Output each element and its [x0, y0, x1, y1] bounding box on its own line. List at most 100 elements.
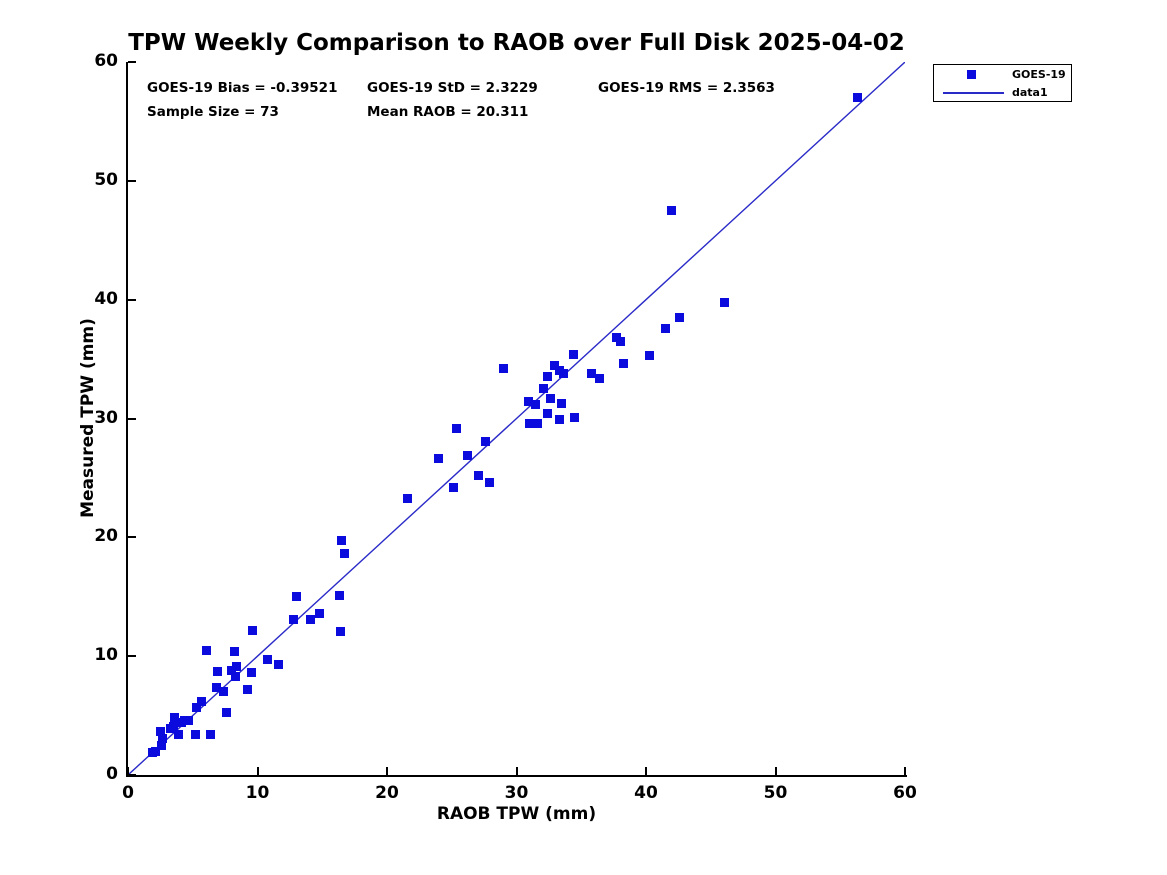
legend-row-scatter: GOES-19 [934, 66, 1071, 84]
scatter-point [448, 482, 458, 492]
scatter-point [434, 454, 444, 464]
x-tick [774, 767, 777, 775]
scatter-point [212, 667, 222, 677]
scatter-point [232, 662, 242, 672]
legend-row-line: data1 [934, 84, 1071, 102]
scatter-point [619, 359, 629, 369]
identity-line-svg [128, 62, 905, 775]
legend-line-icon [943, 92, 1004, 94]
scatter-point [211, 682, 221, 692]
scatter-point [557, 398, 567, 408]
x-tick-label: 30 [504, 783, 529, 803]
scatter-point [499, 364, 509, 374]
stat-sample-size: Sample Size = 73 [147, 104, 279, 120]
scatter-point [158, 733, 168, 743]
y-tick [128, 298, 136, 301]
y-tick [128, 774, 136, 776]
scatter-point [545, 393, 555, 403]
scatter-point [543, 409, 553, 419]
scatter-point [289, 614, 299, 624]
x-tick [515, 767, 518, 775]
scatter-point [230, 671, 240, 681]
x-tick-label: 60 [893, 783, 917, 803]
x-tick [904, 767, 906, 775]
x-tick-label: 20 [375, 783, 399, 803]
scatter-point [675, 312, 685, 322]
stat-bias: GOES-19 Bias = -0.39521 [147, 80, 338, 96]
scatter-point [315, 608, 325, 618]
scatter-point [667, 206, 677, 216]
plot-area [127, 61, 906, 776]
stat-mean-raob: Mean RAOB = 20.311 [367, 104, 529, 120]
scatter-point [480, 436, 490, 446]
y-tick [128, 61, 136, 63]
scatter-point [263, 655, 273, 665]
x-tick-label: 50 [763, 783, 788, 803]
scatter-point [549, 360, 559, 370]
y-tick [128, 179, 136, 182]
scatter-point [334, 591, 344, 601]
x-tick-label: 40 [634, 783, 658, 803]
x-tick [645, 767, 647, 775]
y-tick [128, 536, 136, 539]
y-tick-label: 40 [94, 288, 118, 309]
y-tick-label: 60 [94, 51, 118, 71]
scatter-point [587, 368, 597, 378]
scatter-point [221, 707, 231, 717]
scatter-point [184, 715, 194, 725]
scatter-point [720, 297, 730, 307]
scatter-point [554, 415, 564, 425]
x-tick [256, 767, 259, 775]
scatter-point [403, 493, 413, 503]
scatter-point [852, 93, 862, 103]
scatter-point [568, 349, 578, 359]
scatter-point [543, 372, 553, 382]
scatter-point [474, 471, 484, 481]
y-tick-label: 10 [94, 645, 118, 666]
x-tick-label-row: 0 10 20 30 40 50 60 [122, 783, 917, 803]
legend-box: GOES-19 data1 [933, 64, 1072, 102]
chart-title: TPW Weekly Comparison to RAOB over Full … [128, 30, 905, 56]
scatter-point [462, 450, 472, 460]
x-tick [127, 767, 129, 775]
legend-scatter-marker-icon [967, 70, 976, 79]
scatter-point [337, 536, 347, 546]
x-tick-label: 10 [245, 783, 270, 803]
scatter-point [524, 418, 534, 428]
scatter-point [197, 696, 207, 706]
scatter-point [531, 399, 541, 409]
scatter-point [170, 713, 180, 723]
scatter-point [192, 702, 202, 712]
y-tick [128, 655, 136, 658]
scatter-point [190, 730, 200, 740]
stat-rms: GOES-19 RMS = 2.3563 [598, 80, 775, 96]
y-tick-label: 20 [94, 526, 118, 547]
scatter-point [532, 418, 542, 428]
scatter-point [539, 384, 549, 394]
legend-line-label: data1 [1012, 86, 1048, 99]
scatter-point [206, 730, 216, 740]
scatter-point [594, 373, 604, 383]
scatter-point [523, 397, 533, 407]
x-tick [386, 767, 388, 775]
scatter-point [645, 351, 655, 361]
legend-scatter-label: GOES-19 [1012, 68, 1066, 81]
scatter-point [339, 549, 349, 559]
x-tick-label: 0 [122, 783, 134, 803]
scatter-point [660, 323, 670, 333]
scatter-point [452, 423, 462, 433]
scatter-point [219, 687, 229, 697]
scatter-point [306, 614, 316, 624]
scatter-point [229, 646, 239, 656]
scatter-point [157, 740, 167, 750]
scatter-point [246, 668, 256, 678]
y-tick-label: 30 [94, 407, 118, 428]
scatter-point [155, 726, 165, 736]
stat-std: GOES-19 StD = 2.3229 [367, 80, 538, 96]
scatter-point [570, 412, 580, 422]
scatter-point [291, 592, 301, 602]
scatter-point [174, 730, 183, 740]
scatter-point [247, 625, 257, 635]
y-tick [128, 417, 136, 420]
scatter-point [335, 626, 345, 636]
